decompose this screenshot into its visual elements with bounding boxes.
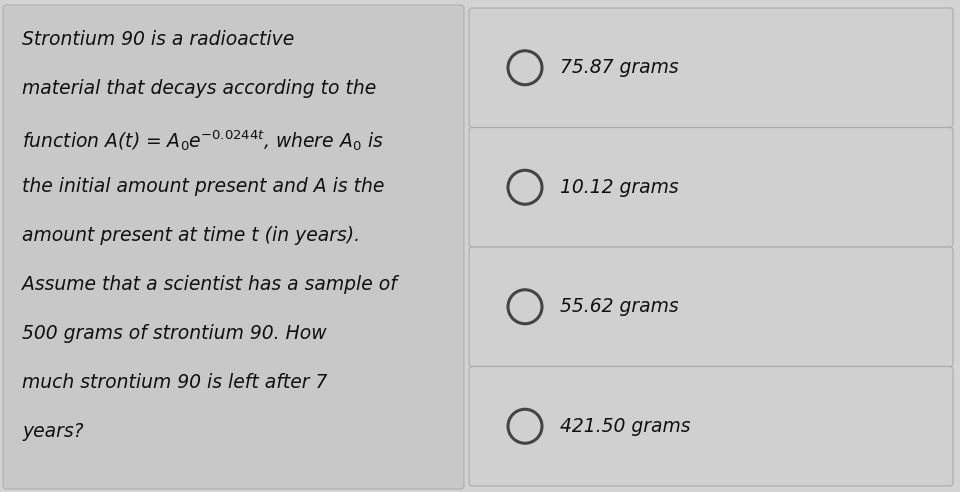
Text: the initial amount present and A is the: the initial amount present and A is the xyxy=(22,177,384,196)
Text: 421.50 grams: 421.50 grams xyxy=(560,417,690,436)
Text: Strontium 90 is a radioactive: Strontium 90 is a radioactive xyxy=(22,30,295,49)
Text: 55.62 grams: 55.62 grams xyxy=(560,297,679,316)
Text: 75.87 grams: 75.87 grams xyxy=(560,58,679,77)
Text: material that decays according to the: material that decays according to the xyxy=(22,79,376,98)
Text: function A(t) = A$_0$e$^{-0.0244t}$, where A$_0$ is: function A(t) = A$_0$e$^{-0.0244t}$, whe… xyxy=(22,128,384,153)
FancyBboxPatch shape xyxy=(469,8,953,127)
Text: Assume that a scientist has a sample of: Assume that a scientist has a sample of xyxy=(22,275,396,294)
Text: 10.12 grams: 10.12 grams xyxy=(560,178,679,197)
Text: much strontium 90 is left after 7: much strontium 90 is left after 7 xyxy=(22,373,327,392)
FancyBboxPatch shape xyxy=(469,127,953,247)
FancyBboxPatch shape xyxy=(469,367,953,486)
Text: years?: years? xyxy=(22,422,84,441)
Text: 500 grams of strontium 90. How: 500 grams of strontium 90. How xyxy=(22,324,326,343)
Text: amount present at time t (in years).: amount present at time t (in years). xyxy=(22,226,360,245)
FancyBboxPatch shape xyxy=(469,247,953,367)
FancyBboxPatch shape xyxy=(3,5,464,489)
